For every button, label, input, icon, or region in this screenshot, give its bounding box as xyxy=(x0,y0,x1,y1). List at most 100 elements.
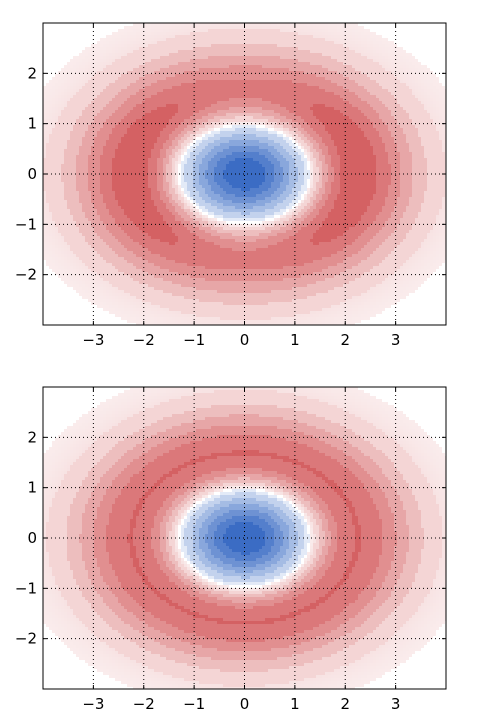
contour-cell xyxy=(124,131,127,134)
contour-cell xyxy=(190,47,193,50)
contour-cell xyxy=(91,119,94,122)
contour-cell xyxy=(298,23,301,26)
contour-cell xyxy=(265,89,268,92)
contour-cell xyxy=(307,125,310,128)
contour-cell xyxy=(298,53,301,56)
contour-cell xyxy=(184,74,187,77)
contour-cell xyxy=(346,80,349,83)
contour-cell xyxy=(292,65,295,68)
contour-cell xyxy=(301,122,304,125)
contour-cell xyxy=(301,125,304,128)
contour-cell xyxy=(256,98,259,101)
contour-cell xyxy=(379,50,382,53)
contour-cell xyxy=(91,125,94,128)
contour-cell xyxy=(223,26,226,29)
contour-cell xyxy=(373,122,376,125)
contour-cell xyxy=(106,137,109,140)
contour-cell xyxy=(151,77,154,80)
contour-cell xyxy=(322,71,325,74)
contour-cell xyxy=(367,98,370,101)
contour-cell xyxy=(187,68,190,71)
contour-cell xyxy=(46,146,49,149)
contour-cell xyxy=(433,137,436,140)
contour-cell xyxy=(292,74,295,77)
contour-cell xyxy=(298,56,301,59)
contour-cell xyxy=(355,140,358,143)
contour-cell xyxy=(103,128,106,131)
contour-cell xyxy=(424,80,427,83)
contour-cell xyxy=(412,140,415,143)
contour-cell xyxy=(190,95,193,98)
contour-cell xyxy=(181,62,184,65)
contour-cell xyxy=(433,131,436,134)
contour-cell xyxy=(412,116,415,119)
contour-cell xyxy=(424,92,427,95)
contour-cell xyxy=(331,98,334,101)
contour-cell xyxy=(127,53,130,56)
contour-cell xyxy=(88,137,91,140)
contour-cell xyxy=(190,71,193,74)
contour-cell xyxy=(379,62,382,65)
contour-cell xyxy=(121,62,124,65)
contour-cell xyxy=(274,83,277,86)
contour-cell xyxy=(286,23,289,26)
contour-cell xyxy=(148,140,151,143)
contour-cell xyxy=(307,107,310,110)
contour-cell xyxy=(181,95,184,98)
contour-cell xyxy=(370,68,373,71)
contour-cell xyxy=(202,68,205,71)
contour-cell xyxy=(397,77,400,80)
contour-cell xyxy=(211,65,214,68)
contour-cell xyxy=(322,23,325,26)
contour-cell xyxy=(196,134,199,137)
contour-cell xyxy=(379,137,382,140)
contour-cell xyxy=(391,50,394,53)
contour-cell xyxy=(199,26,202,29)
contour-cell xyxy=(328,62,331,65)
contour-cell xyxy=(331,95,334,98)
contour-cell xyxy=(133,62,136,65)
contour-cell xyxy=(85,101,88,104)
contour-cell xyxy=(415,134,418,137)
contour-cell xyxy=(127,119,130,122)
contour-cell xyxy=(142,77,145,80)
contour-cell xyxy=(145,125,148,128)
contour-cell xyxy=(385,65,388,68)
contour-cell xyxy=(235,59,238,62)
contour-cell xyxy=(70,71,73,74)
contour-cell xyxy=(79,77,82,80)
contour-cell xyxy=(199,107,202,110)
contour-cell xyxy=(349,137,352,140)
contour-cell xyxy=(214,140,217,143)
contour-cell xyxy=(214,101,217,104)
contour-cell xyxy=(46,125,49,128)
contour-cell xyxy=(109,134,112,137)
contour-cell xyxy=(55,95,58,98)
contour-cell xyxy=(415,65,418,68)
contour-cell xyxy=(400,125,403,128)
contour-cell xyxy=(385,104,388,107)
contour-cell xyxy=(103,92,106,95)
contour-cell xyxy=(403,53,406,56)
contour-cell xyxy=(307,119,310,122)
contour-cell xyxy=(268,29,271,32)
contour-cell xyxy=(367,137,370,140)
contour-cell xyxy=(304,143,307,146)
contour-cell xyxy=(151,80,154,83)
contour-cell xyxy=(406,86,409,89)
contour-cell xyxy=(166,29,169,32)
contour-cell xyxy=(283,50,286,53)
contour-cell xyxy=(172,104,175,107)
contour-cell xyxy=(358,125,361,128)
contour-cell xyxy=(331,122,334,125)
contour-cell xyxy=(178,110,181,113)
contour-cell xyxy=(232,62,235,65)
contour-cell xyxy=(358,56,361,59)
contour-cell xyxy=(238,128,241,131)
contour-cell xyxy=(337,71,340,74)
contour-cell xyxy=(349,134,352,137)
contour-cell xyxy=(319,59,322,62)
contour-cell xyxy=(211,98,214,101)
contour-cell xyxy=(259,35,262,38)
contour-cell xyxy=(295,53,298,56)
